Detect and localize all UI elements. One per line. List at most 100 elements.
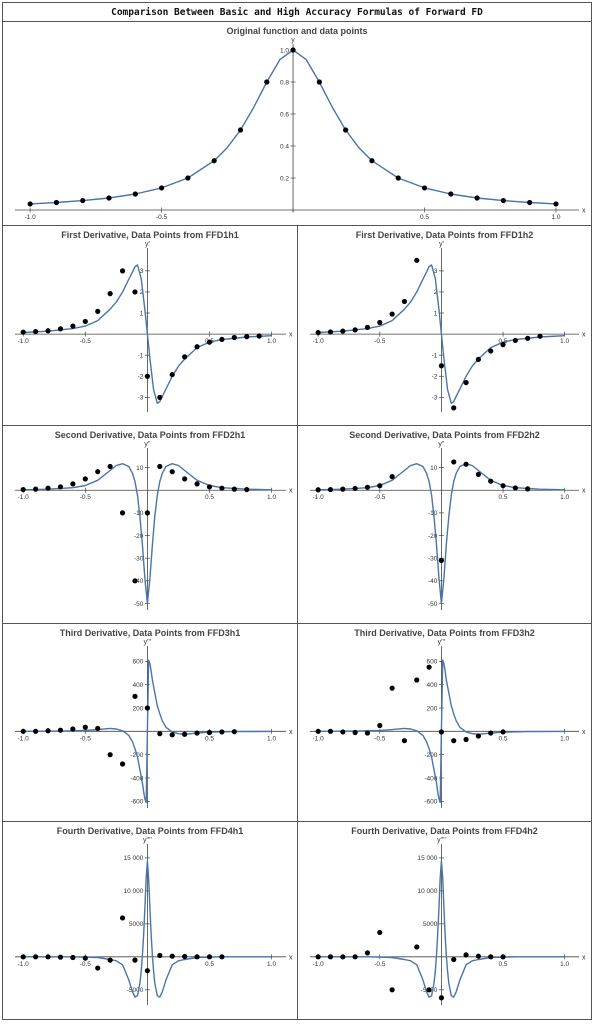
x-tick-label: -1.0 <box>18 961 30 968</box>
data-point <box>244 486 250 493</box>
plot-second-derivative-h2: -1.0 -0.5 0.5 1.0 -50 -40 -30 -20 -10 10 x y'' <box>310 441 586 610</box>
x-tick-label: 0.5 <box>499 494 508 501</box>
y-tick-label: -40 <box>428 578 438 585</box>
data-point <box>70 954 76 961</box>
y-tick-label: -600 <box>424 799 437 806</box>
data-point <box>316 79 322 85</box>
data-point <box>500 954 506 960</box>
y-tick-label: 5000 <box>423 921 438 928</box>
data-point <box>119 915 126 921</box>
y-tick-label: 3 <box>434 268 438 275</box>
y-tick-label: 0.6 <box>280 111 289 118</box>
y-axis-label: y'' <box>438 441 444 448</box>
x-tick-label: -0.5 <box>374 494 386 501</box>
data-point <box>290 47 296 53</box>
y-tick-label: 600 <box>133 659 144 666</box>
data-point <box>414 257 420 263</box>
function-curve <box>318 264 565 404</box>
y-tick-label: 0.2 <box>280 175 289 182</box>
data-point <box>219 485 225 491</box>
data-point <box>512 485 518 491</box>
data-point <box>475 733 481 739</box>
data-point <box>82 476 88 482</box>
data-point <box>364 950 371 956</box>
panel-title: Fourth Derivative, Data Points from FFD4… <box>351 826 538 836</box>
panel-fourth-derivative-h1: Fourth Derivative, Data Points from FFD4… <box>3 822 298 1019</box>
panel-third-derivative-h2: Third Derivative, Data Points from FFD3h… <box>298 624 591 822</box>
data-point <box>45 728 51 734</box>
data-point <box>33 328 39 335</box>
data-point <box>438 729 445 735</box>
data-point <box>488 954 494 960</box>
panel-second-derivative-h2: Second Derivative, Data Points from FFD2… <box>298 426 591 624</box>
data-point <box>70 481 76 487</box>
data-point <box>206 484 213 490</box>
data-point <box>182 731 188 737</box>
data-point <box>211 158 217 164</box>
x-tick-label: 1.0 <box>560 494 569 501</box>
data-point <box>57 484 64 490</box>
panel-third-derivative-h1: Third Derivative, Data Points from FFD3h… <box>3 624 298 822</box>
data-point <box>219 729 225 735</box>
data-point <box>438 557 445 564</box>
y-tick-label: 2 <box>434 289 438 296</box>
data-point <box>182 354 188 360</box>
y-tick-label: 1 <box>434 310 438 317</box>
data-point <box>389 311 395 317</box>
y-tick-label: 5000 <box>129 921 144 928</box>
function-curve <box>318 463 565 605</box>
data-point <box>426 664 432 670</box>
y-tick-label: 15 000 <box>124 855 144 862</box>
data-point <box>33 486 39 492</box>
data-point <box>500 483 506 489</box>
y-axis-label: y <box>291 37 295 44</box>
data-point <box>426 987 432 993</box>
panel-title: First Derivative, Data Points from FFD1h… <box>61 230 239 240</box>
y-tick-label: -10 <box>428 510 438 517</box>
x-tick-label: 1.0 <box>267 494 276 501</box>
data-point <box>169 732 175 738</box>
data-point <box>395 175 401 181</box>
panel-title: Third Derivative, Data Points from FFD3h… <box>354 628 535 638</box>
y-tick-label: -1 <box>138 352 144 359</box>
data-point <box>57 326 64 332</box>
data-point <box>244 334 250 340</box>
x-tick-label: -0.5 <box>80 961 92 968</box>
data-point <box>185 175 191 181</box>
data-point <box>475 356 481 363</box>
y-tick-label: 400 <box>133 682 144 689</box>
y-tick-label: 0.8 <box>280 79 289 86</box>
data-point <box>414 677 420 683</box>
function-curve <box>23 463 272 605</box>
data-point <box>327 329 334 335</box>
data-point <box>182 953 188 960</box>
data-point <box>340 328 346 334</box>
figure-title: Comparison Between Basic and High Accura… <box>3 3 591 22</box>
data-point <box>463 379 469 386</box>
y-tick-label: -2 <box>138 374 144 381</box>
x-tick-label: -1.0 <box>313 338 325 345</box>
data-point <box>340 954 346 960</box>
x-tick-label: 1.0 <box>560 735 569 742</box>
data-point <box>206 729 213 736</box>
data-point <box>45 485 51 491</box>
data-point <box>132 957 138 963</box>
data-point <box>53 199 60 206</box>
y-tick-label: -3 <box>138 395 144 402</box>
data-point <box>231 486 237 492</box>
data-point <box>451 405 457 411</box>
y-tick-label: 1 <box>140 310 144 317</box>
x-axis-label: x <box>289 332 293 339</box>
data-point <box>157 731 163 737</box>
x-tick-label: -1.0 <box>18 338 30 345</box>
data-point <box>119 268 126 274</box>
data-point <box>82 955 88 961</box>
x-tick-label: 0.5 <box>205 735 214 742</box>
x-tick-label: 1.0 <box>560 961 569 968</box>
data-point <box>80 197 86 204</box>
y-axis-label: y'' <box>144 441 150 448</box>
data-point <box>182 476 188 482</box>
x-axis-label: x <box>289 729 293 736</box>
